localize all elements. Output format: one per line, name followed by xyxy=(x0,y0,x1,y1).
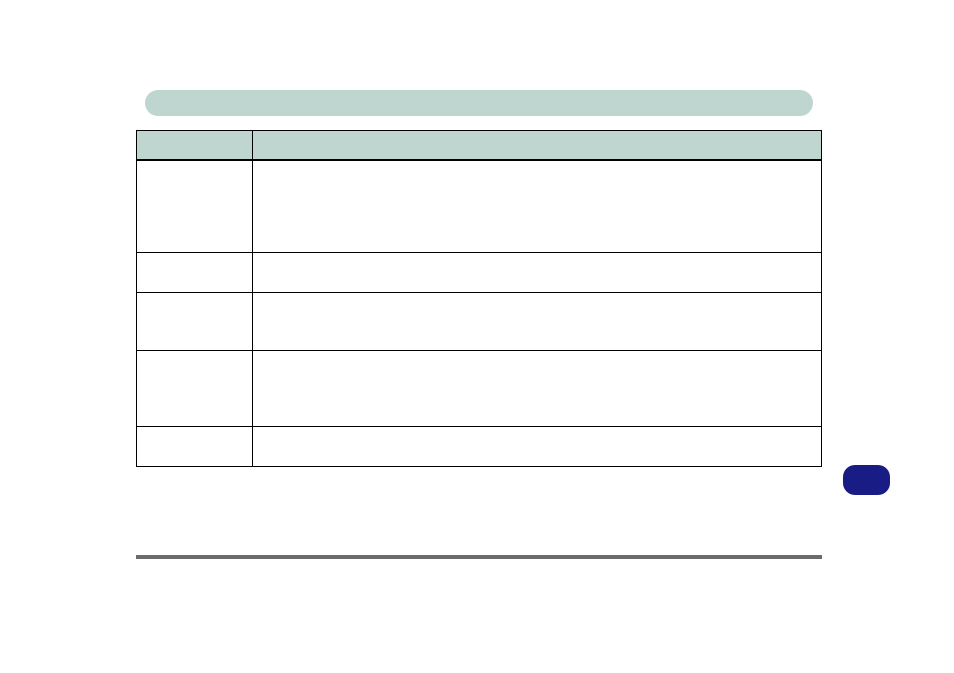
side-tab-pill xyxy=(843,465,890,495)
table-header-cell xyxy=(253,131,822,161)
table-cell xyxy=(253,426,822,466)
table-header-row xyxy=(137,131,822,161)
content-table xyxy=(136,130,822,467)
footer-divider xyxy=(136,555,822,559)
table-row xyxy=(137,292,822,350)
table-cell xyxy=(253,350,822,426)
table-row xyxy=(137,160,822,252)
table-row xyxy=(137,350,822,426)
section-title-bar xyxy=(145,90,813,116)
document-page xyxy=(0,0,954,673)
table-cell xyxy=(137,350,253,426)
table-cell xyxy=(253,252,822,292)
table-cell xyxy=(253,160,822,252)
table-row xyxy=(137,426,822,466)
table-cell xyxy=(137,252,253,292)
table-header-cell xyxy=(137,131,253,161)
table-cell xyxy=(137,426,253,466)
table-cell xyxy=(137,160,253,252)
table-cell xyxy=(253,292,822,350)
table-row xyxy=(137,252,822,292)
table-cell xyxy=(137,292,253,350)
